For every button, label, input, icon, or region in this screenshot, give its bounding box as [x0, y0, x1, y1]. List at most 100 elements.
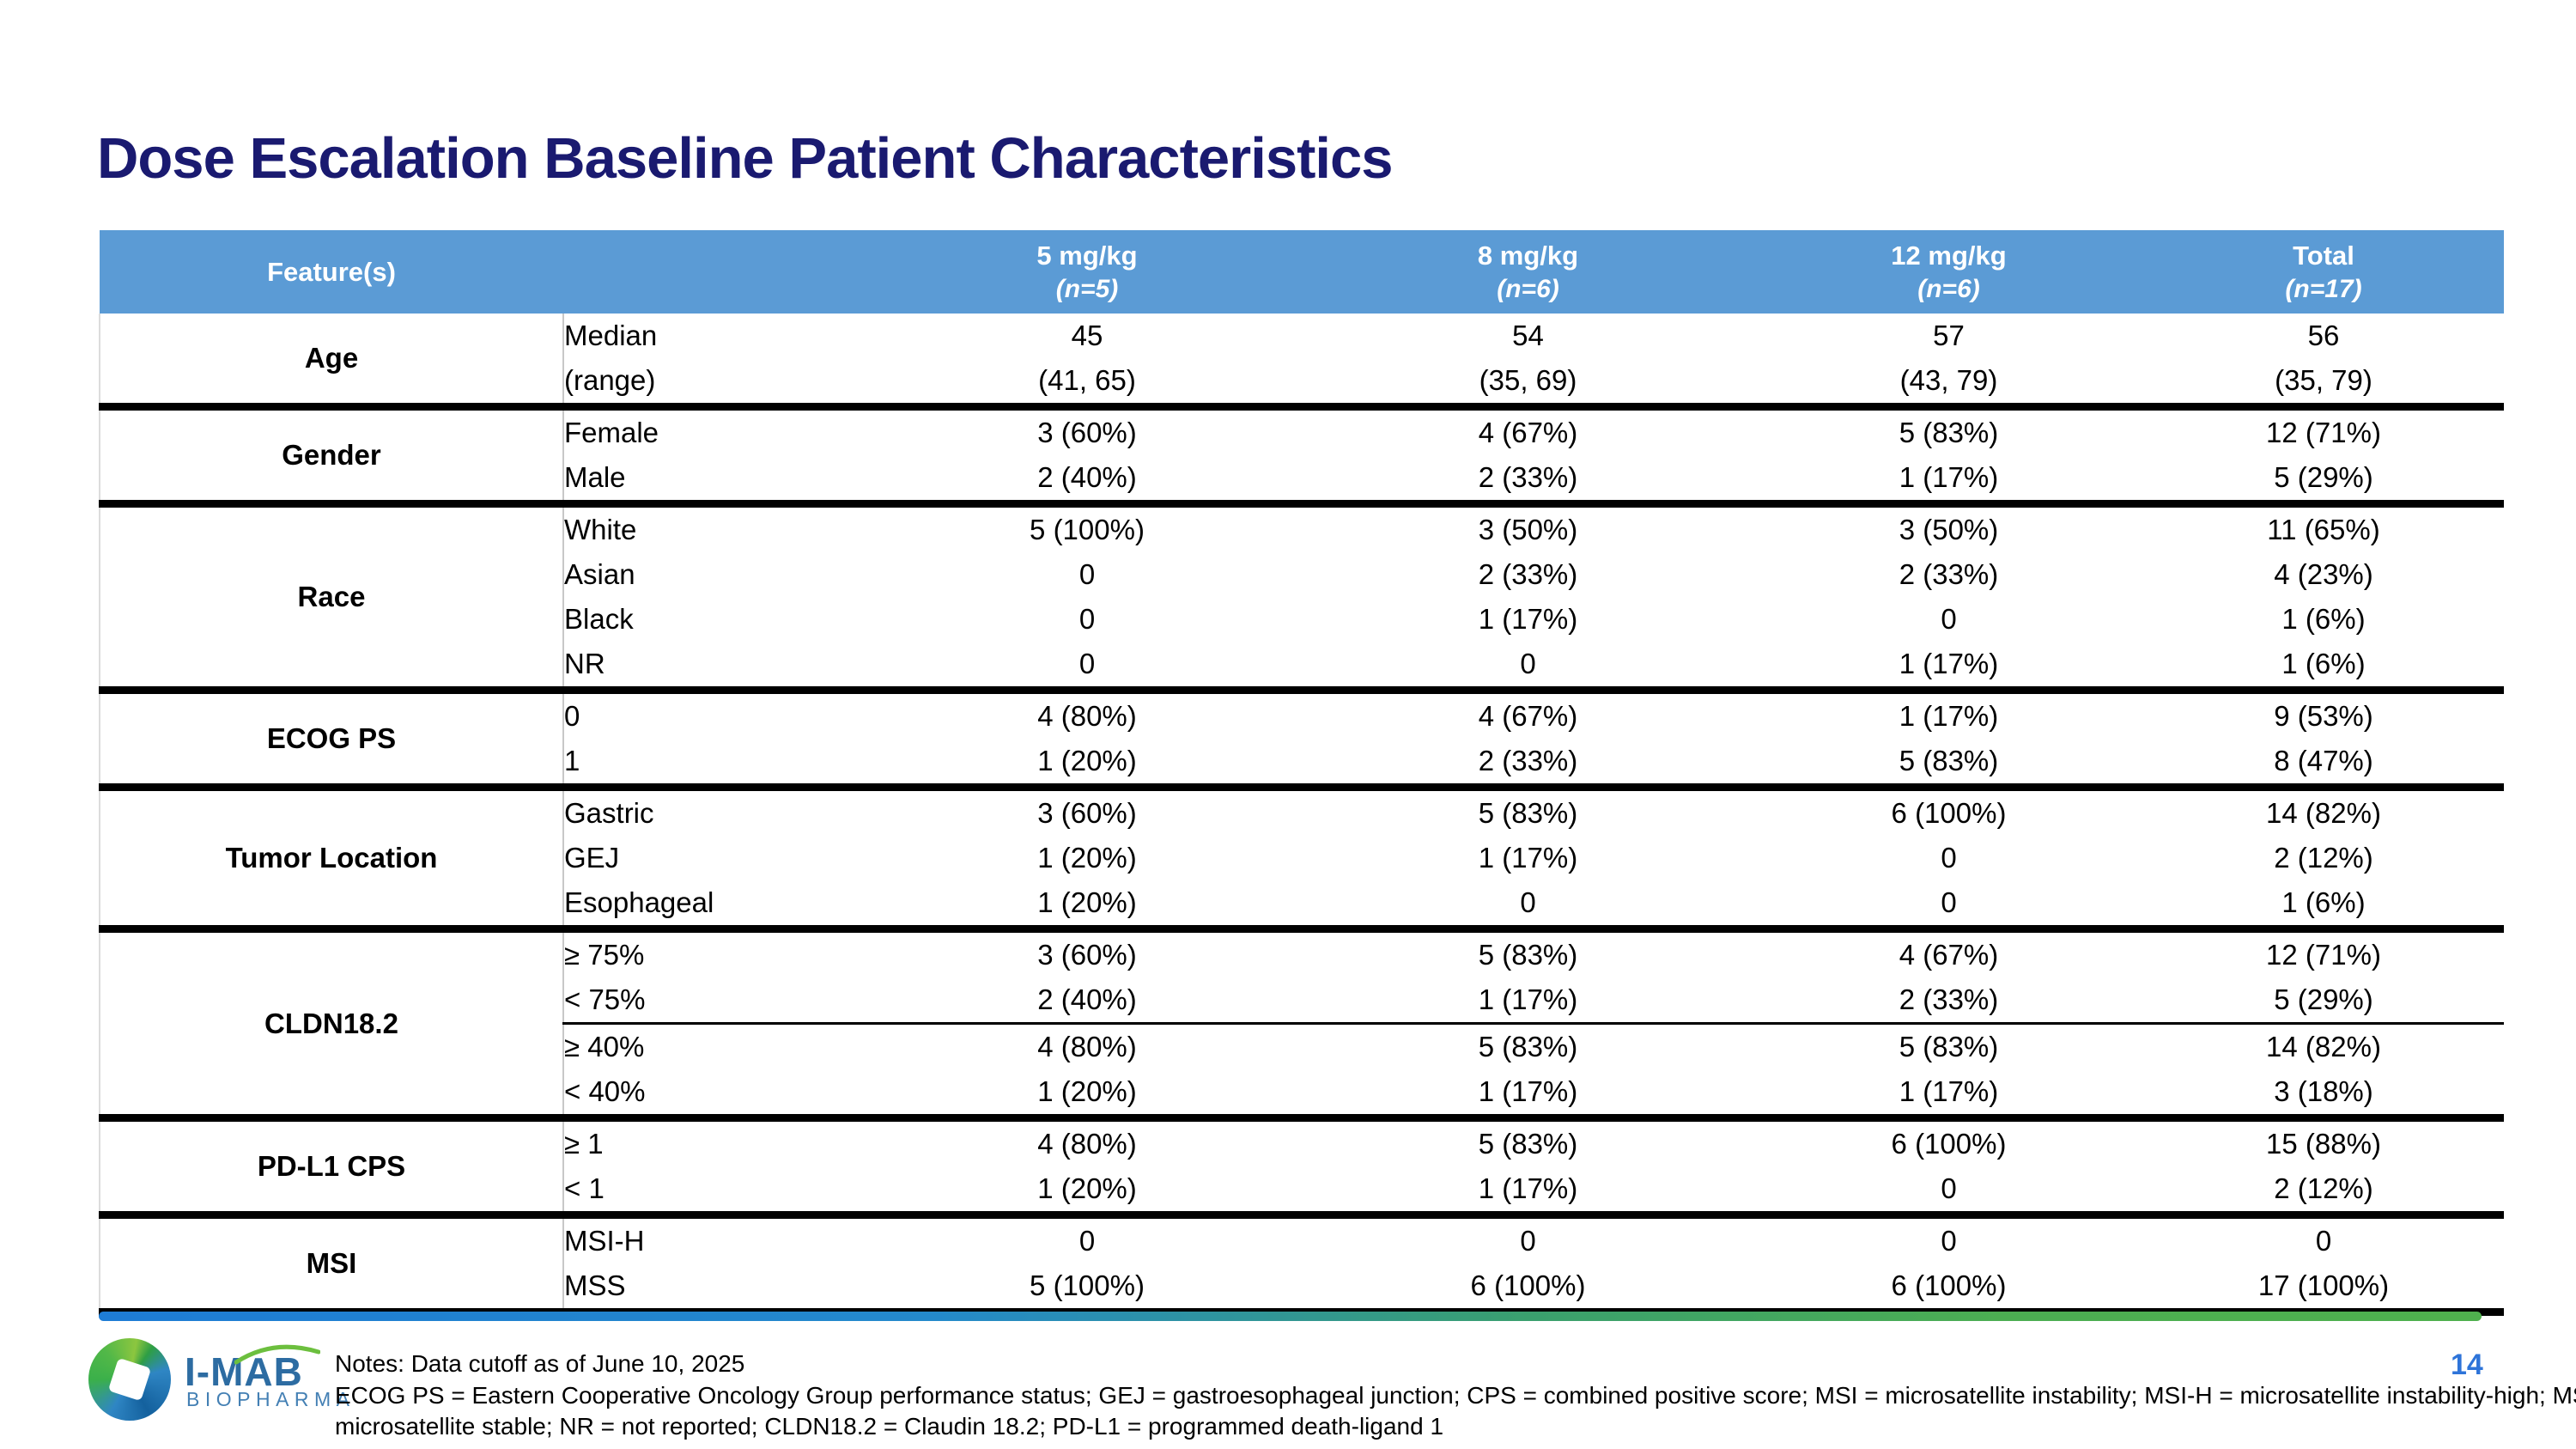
table-row: MSI MSI-H 0 0 0 0: [99, 1215, 2504, 1316]
value-cell: 5 (100%): [872, 1263, 1302, 1316]
table-row: ≥ 40% 4 (80%) 5 (83%) 5 (83%) 14 (82%): [100, 1023, 2504, 1069]
row-label-cell: MSI-H: [563, 1215, 872, 1263]
value-cell: 5 (83%): [1754, 739, 2143, 791]
row-label-cell: GEJ: [563, 836, 872, 880]
feature-cell: ECOG PS: [99, 690, 564, 791]
value-cell: 4 (67%): [1302, 406, 1754, 455]
value-cell: 15 (88%): [2143, 1117, 2504, 1166]
value-cell: 0: [872, 1215, 1302, 1263]
value-cell: 0: [1302, 1215, 1754, 1263]
value-cell: 0: [1754, 597, 2143, 642]
value-cell: 0: [1754, 1215, 2143, 1263]
row-label-cell: MSS: [563, 1263, 872, 1316]
value-cell: 0: [872, 597, 1302, 642]
value-cell: 54 (35, 69): [1302, 314, 1754, 411]
feature-cell: Race: [99, 503, 564, 694]
logo-subtitle: BIOPHARMA: [186, 1388, 355, 1410]
value-cell: 1 (20%): [872, 1166, 1302, 1219]
value-cell: 3 (60%): [872, 406, 1302, 455]
feature-header-cell: Feature(s): [100, 230, 563, 314]
value-cell: 0: [872, 642, 1302, 694]
row-label-cell: < 1: [563, 1166, 872, 1219]
table-body: Age Median (range) 45 (41, 65) 54 (35, 69) 5…: [99, 314, 2504, 1316]
header-spacer-cell: [563, 230, 872, 314]
table-row: Tumor Location Gastric 3 (60%) 5 (83%) 6 (10…: [99, 787, 2504, 933]
row-label-cell: 1: [563, 739, 872, 791]
value-cell: 14 (82%): [2143, 1023, 2504, 1069]
value-cell: 1 (17%): [1302, 597, 1754, 642]
value-cell: 5 (83%): [1302, 928, 1754, 977]
value-cell: 2 (12%): [2143, 1166, 2504, 1219]
value-cell: 5 (83%): [1302, 787, 1754, 836]
dose-header-cell: 12 mg/kg (n=6): [1754, 230, 2143, 314]
footnote-line: microsatellite stable; NR = not reported…: [335, 1413, 1444, 1440]
dose-label: 5 mg/kg: [1036, 240, 1138, 271]
imab-logo: I-MAB BIOPHARMA: [88, 1336, 349, 1431]
logo-swoosh-icon: [234, 1344, 320, 1365]
row-label-cell: Asian: [563, 552, 872, 597]
row-label-cell: Male: [563, 455, 872, 508]
value-cell: 1 (17%): [1302, 836, 1754, 880]
value-cell: 0: [2143, 1215, 2504, 1263]
value-cell: 2 (40%): [872, 455, 1302, 508]
value-cell: 1 (20%): [872, 1069, 1302, 1122]
value-cell: 2 (33%): [1302, 455, 1754, 508]
value-cell: 2 (33%): [1754, 552, 2143, 597]
table-header-row: Feature(s) 5 mg/kg (n=5) 8 mg/kg (n=6) 1…: [100, 230, 2504, 314]
value-cell: 57 (43, 79): [1754, 314, 2143, 411]
dose-header-cell: 5 mg/kg (n=5): [872, 230, 1302, 314]
value-cell: 4 (23%): [2143, 552, 2504, 597]
value-cell: 4 (80%): [872, 1117, 1302, 1166]
value-cell: 11 (65%): [2143, 503, 2504, 552]
table-row: Black 0 1 (17%) 0 1 (6%): [100, 597, 2504, 642]
value-cell: 3 (60%): [872, 928, 1302, 977]
table-row: < 75% 2 (40%) 1 (17%) 2 (33%) 5 (29%): [100, 977, 2504, 1025]
value-cell: 0: [1302, 642, 1754, 694]
value-cell: 1 (6%): [2143, 880, 2504, 933]
dose-header-cell: Total (n=17): [2143, 230, 2504, 314]
table-row: ECOG PS 0 4 (80%) 4 (67%) 1 (17%) 9 (53%): [99, 690, 2504, 791]
value-cell: 3 (50%): [1754, 503, 2143, 552]
value-cell: 1 (17%): [1754, 455, 2143, 508]
value-cell: 45 (41, 65): [872, 314, 1302, 411]
value-cell: 1 (6%): [2143, 597, 2504, 642]
table-row: NR 0 0 1 (17%) 1 (6%): [100, 642, 2504, 694]
table-row: Esophageal 1 (20%) 0 0 1 (6%): [100, 880, 2504, 933]
value-cell: 1 (17%): [1754, 642, 2143, 694]
table-row: CLDN18.2 ≥ 75% 3 (60%) 5 (83%) 4 (67%) 12 (71…: [99, 928, 2504, 1122]
value-cell: 5 (83%): [1754, 1023, 2143, 1069]
feature-cell: Gender: [99, 406, 564, 508]
footnotes: Notes: Data cutoff as of June 10, 2025 E…: [335, 1349, 2576, 1443]
value-cell: 5 (83%): [1754, 406, 2143, 455]
value-cell: 0: [1754, 836, 2143, 880]
value-cell: 1 (20%): [872, 836, 1302, 880]
value-cell: 1 (17%): [1302, 977, 1754, 1025]
value-cell: 5 (29%): [2143, 977, 2504, 1025]
value-cell: 0: [1754, 880, 2143, 933]
table-row: Gender Female 3 (60%) 4 (67%) 5 (83%) 12 (71%…: [99, 406, 2504, 508]
table-row: Asian 0 2 (33%) 2 (33%) 4 (23%): [100, 552, 2504, 597]
value-cell: 2 (12%): [2143, 836, 2504, 880]
value-cell: 6 (100%): [1754, 787, 2143, 836]
feature-cell: Tumor Location: [99, 787, 564, 933]
table-row: Male 2 (40%) 2 (33%) 1 (17%) 5 (29%): [100, 455, 2504, 508]
value-cell: 2 (33%): [1302, 739, 1754, 791]
value-cell: 5 (83%): [1302, 1023, 1754, 1069]
value-cell: 2 (40%): [872, 977, 1302, 1025]
row-label-cell: < 75%: [563, 977, 872, 1025]
feature-cell: CLDN18.2: [99, 928, 564, 1122]
value-cell: 4 (67%): [1754, 928, 2143, 977]
page-title: Dose Escalation Baseline Patient Charact…: [97, 126, 1394, 191]
value-cell: 2 (33%): [1302, 552, 1754, 597]
value-cell: 3 (50%): [1302, 503, 1754, 552]
value-cell: 0: [1754, 1166, 2143, 1219]
value-cell: 6 (100%): [1302, 1263, 1754, 1316]
dose-n-label: (n=5): [1055, 274, 1119, 303]
row-label-cell: Median (range): [563, 314, 872, 411]
row-label-cell: White: [563, 503, 872, 552]
value-cell: 1 (20%): [872, 739, 1302, 791]
feature-cell: PD-L1 CPS: [99, 1117, 564, 1219]
value-cell: 17 (100%): [2143, 1263, 2504, 1316]
row-label-cell: Female: [563, 406, 872, 455]
